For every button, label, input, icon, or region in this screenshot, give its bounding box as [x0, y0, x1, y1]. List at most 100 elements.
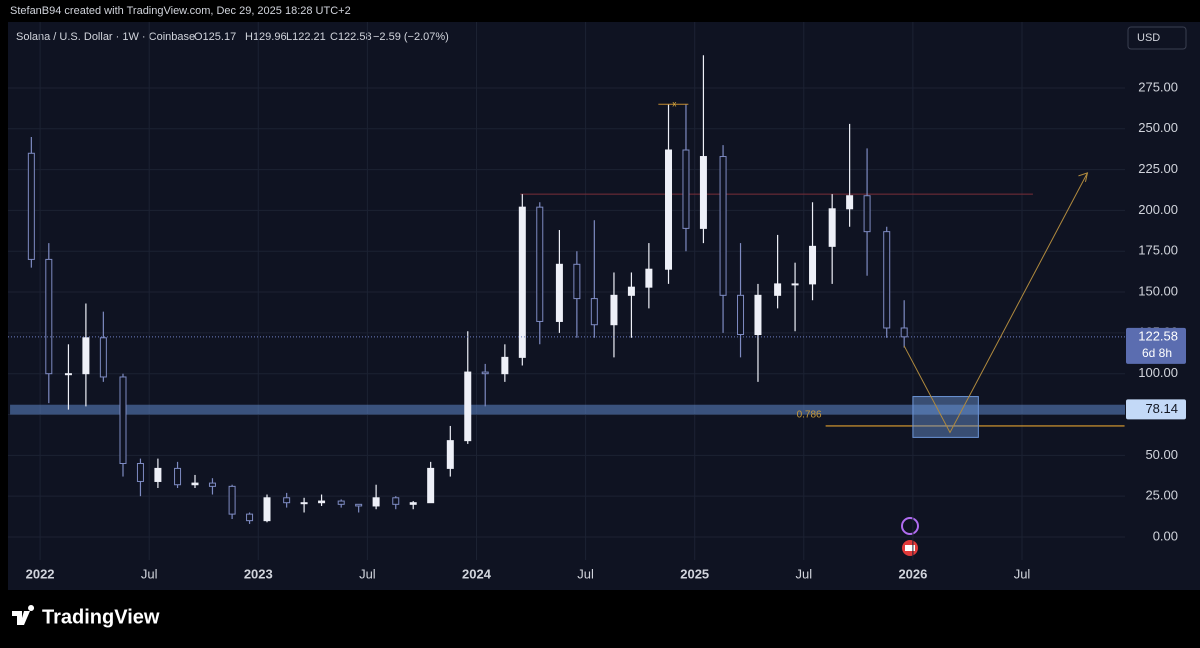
candle-body — [45, 258, 53, 375]
candle-body — [610, 294, 618, 326]
y-tick-label: 275.00 — [1138, 79, 1178, 94]
candle-body — [645, 268, 653, 288]
candle-body — [318, 500, 326, 504]
y-tick-label: 250.00 — [1138, 120, 1178, 135]
header: StefanB94 created with TradingView.com, … — [10, 5, 351, 17]
candle-body — [427, 467, 435, 504]
y-tick-label: 100.00 — [1138, 365, 1178, 380]
icons — [901, 517, 919, 556]
x-tick-label: 2023 — [244, 566, 273, 581]
legend-open: O125.17 — [194, 31, 236, 43]
support-price-label: 78.14 — [1145, 401, 1178, 416]
y-tick-label: 200.00 — [1138, 202, 1178, 217]
x-tick-label: 2022 — [26, 566, 55, 581]
y-tick-label: 25.00 — [1145, 488, 1178, 503]
candle-body — [791, 283, 799, 286]
legend-close: C122.58 — [330, 31, 372, 43]
y-tick-label: 175.00 — [1138, 243, 1178, 258]
candle-body — [809, 245, 817, 285]
legend-high: H129.96 — [245, 31, 287, 43]
legend-change: −2.59 (−2.07%) — [373, 31, 449, 43]
candle-body — [174, 467, 182, 486]
candle-body — [136, 463, 144, 482]
x-tick-label: 2025 — [680, 566, 709, 581]
legend-symbol: Solana / U.S. Dollar · 1W · Coinbase — [16, 31, 195, 43]
countdown-label: 6d 8h — [1142, 346, 1172, 360]
logo-icon — [12, 605, 35, 625]
legend-low: L122.21 — [286, 31, 326, 43]
y-tick-label: 0.00 — [1153, 528, 1178, 543]
candle-body — [883, 231, 891, 329]
fib-label: 0.786 — [797, 410, 822, 421]
legend: Solana / U.S. Dollar · 1W · Coinbase O12… — [16, 31, 449, 43]
candle-body — [99, 337, 107, 378]
projection-box — [912, 396, 979, 438]
candle-body — [64, 373, 72, 376]
candle-body — [754, 294, 762, 336]
candle-body — [82, 337, 90, 375]
x-tick-label: Jul — [1014, 566, 1031, 581]
candle-body — [208, 482, 216, 487]
candle-body — [355, 503, 363, 507]
x-tick-label: 2024 — [462, 566, 492, 581]
candle-body — [154, 467, 162, 482]
currency-box[interactable] — [1127, 26, 1187, 50]
x-tick-label: Jul — [795, 566, 812, 581]
projection-arrowhead — [1078, 172, 1089, 182]
candle-body — [300, 502, 308, 505]
candle-body — [263, 497, 271, 522]
plot: 0.0025.0050.0075.00100.00125.00150.00175… — [8, 22, 1186, 581]
support-zone — [10, 404, 1125, 415]
x-tick-label: Jul — [359, 566, 376, 581]
candle-body — [573, 263, 581, 300]
candle-body — [518, 206, 526, 358]
candle-body — [590, 298, 598, 326]
candle-body — [119, 376, 127, 465]
event-icon[interactable] — [901, 517, 919, 535]
candle-body — [409, 502, 417, 505]
candle-body — [719, 156, 727, 296]
chart-panel — [8, 22, 1200, 590]
marker-label: x — [672, 99, 676, 108]
candle-body — [900, 327, 908, 338]
footer-brand: TradingView — [42, 606, 160, 628]
candle-body — [337, 500, 345, 505]
candle-body — [501, 356, 509, 375]
candle-body — [737, 294, 745, 336]
candle-body — [665, 149, 673, 270]
candle-body — [283, 497, 291, 504]
candle-body — [392, 497, 400, 505]
candle-body — [27, 152, 35, 260]
candle-body — [555, 263, 563, 322]
candle-body — [846, 195, 854, 210]
last-price-box — [1126, 327, 1186, 364]
currency[interactable]: USD — [1137, 32, 1160, 44]
candle-body — [246, 513, 254, 522]
candle-body — [446, 440, 454, 469]
candle-body — [774, 283, 782, 296]
x-tick-label: Jul — [577, 566, 594, 581]
last-price-label: 122.58 — [1138, 328, 1178, 343]
candle-body — [682, 149, 690, 229]
support-price-box — [1126, 399, 1186, 420]
logo: TradingView — [12, 605, 160, 628]
y-tick-label: 225.00 — [1138, 161, 1178, 176]
projection-path — [903, 172, 1088, 434]
y-tick-label: 50.00 — [1145, 447, 1178, 462]
x-tick-label: Jul — [141, 566, 158, 581]
flag-detail — [905, 545, 915, 551]
candle-body — [481, 371, 489, 375]
candle-body — [627, 286, 635, 296]
candle-body — [464, 371, 472, 442]
candle-body — [191, 482, 199, 486]
x-tick-label: 2026 — [898, 566, 927, 581]
candle-body — [536, 206, 544, 322]
candle-body — [372, 497, 380, 507]
candle-body — [699, 156, 707, 229]
candle-body — [828, 208, 836, 247]
candle-body — [228, 485, 236, 515]
candle-body — [863, 195, 871, 233]
y-tick-label: 150.00 — [1138, 283, 1178, 298]
